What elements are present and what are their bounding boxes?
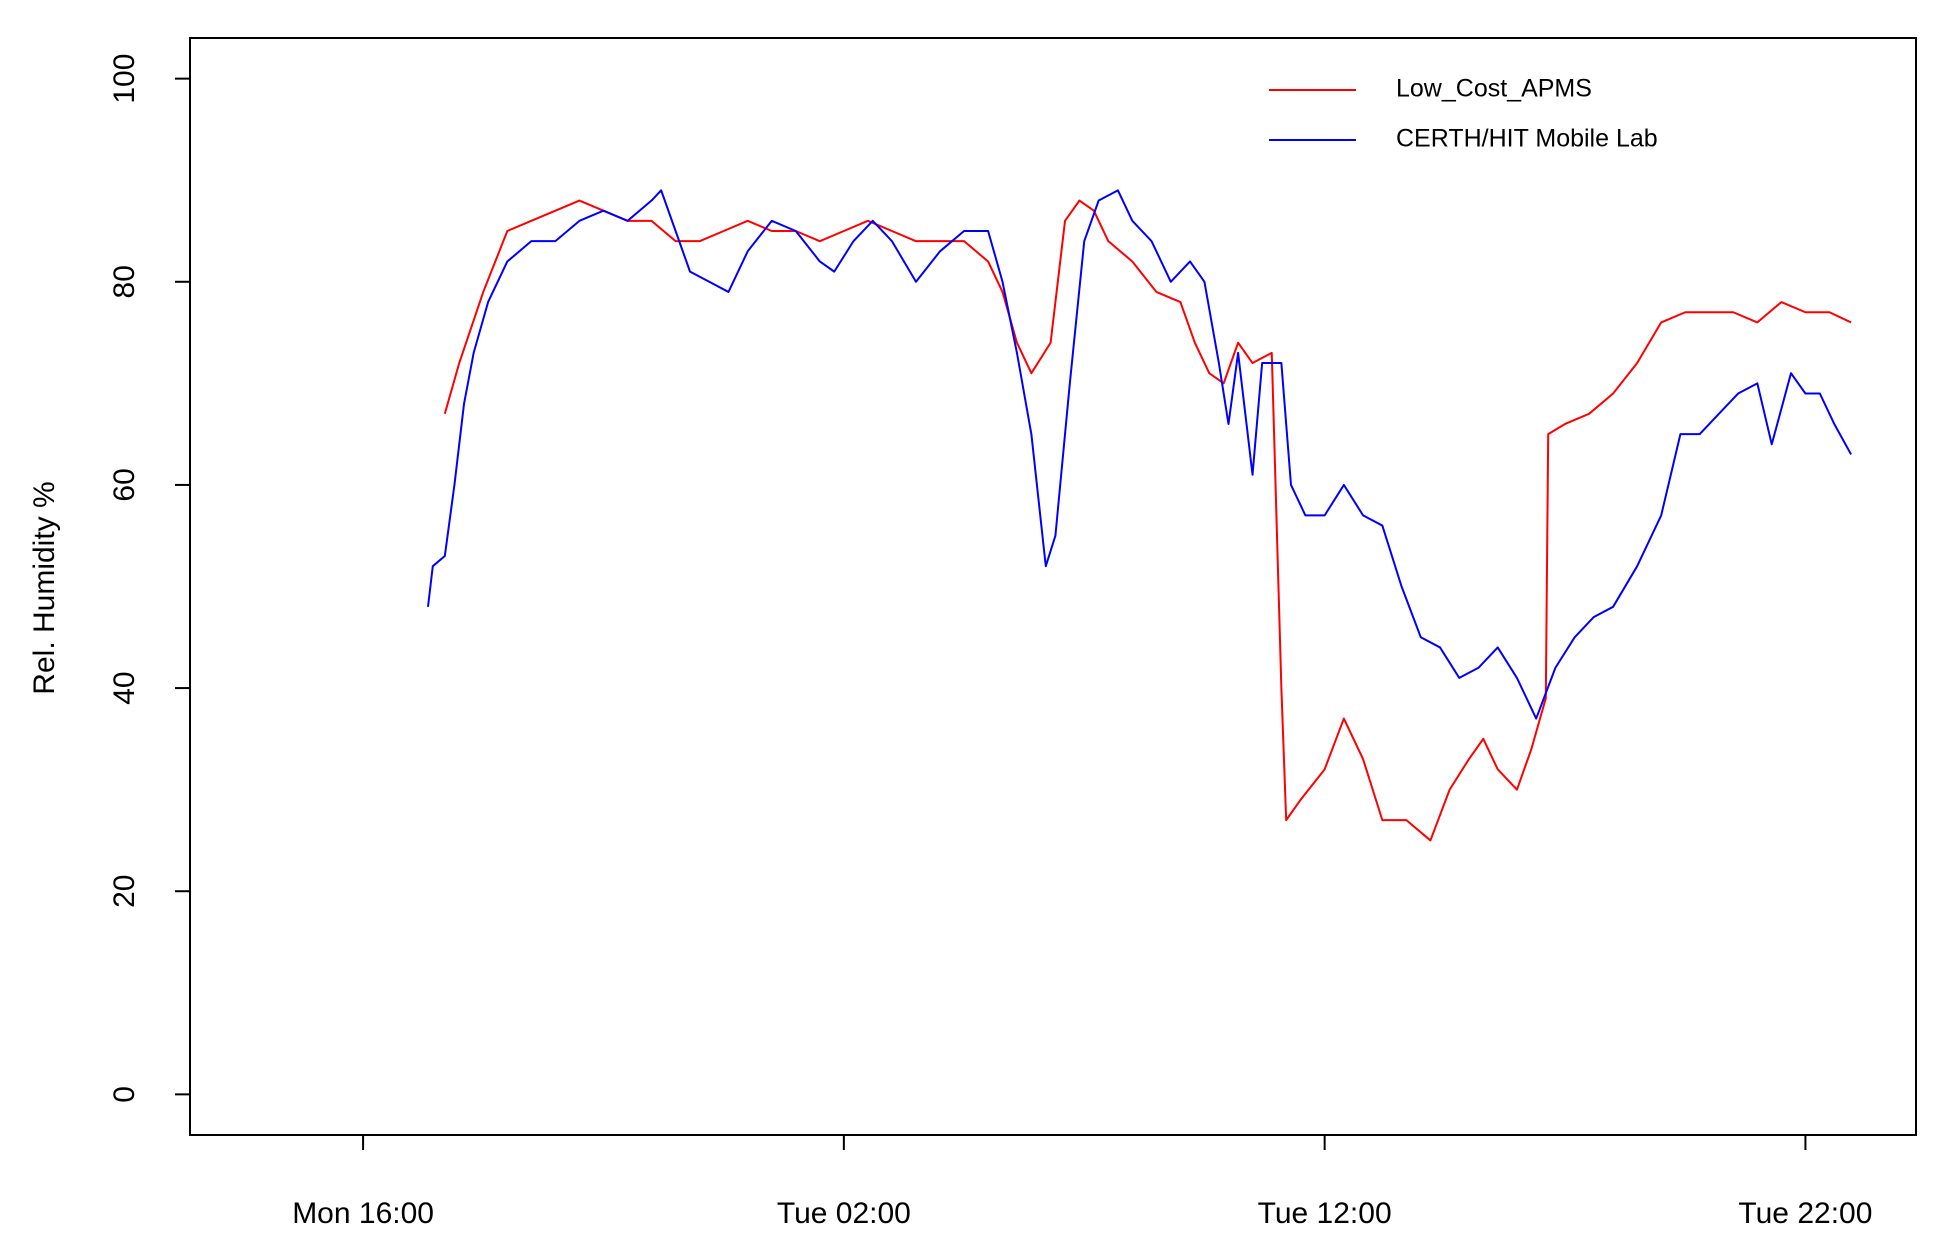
series-line — [443, 199, 1852, 842]
y-tick-label: 40 — [108, 671, 141, 704]
plot-frame — [189, 37, 1917, 1136]
y-tick-label: 80 — [108, 265, 141, 298]
x-tick-label: Tue 22:00 — [1738, 1197, 1872, 1230]
x-tick-label: Mon 16:00 — [292, 1197, 434, 1230]
x-tick-label: Tue 02:00 — [777, 1197, 911, 1230]
y-tick-label: 0 — [108, 1086, 141, 1103]
y-tick-label: 100 — [108, 54, 141, 104]
series-line — [426, 189, 1852, 720]
y-tick-label: 60 — [108, 468, 141, 501]
legend-label: Low_Cost_APMS — [1396, 75, 1592, 103]
y-axis-label: Rel. Humidity % — [28, 481, 61, 694]
x-tick-label: Tue 12:00 — [1258, 1197, 1392, 1230]
y-tick-label: 20 — [108, 875, 141, 908]
legend-label: CERTH/HIT Mobile Lab — [1396, 125, 1658, 153]
